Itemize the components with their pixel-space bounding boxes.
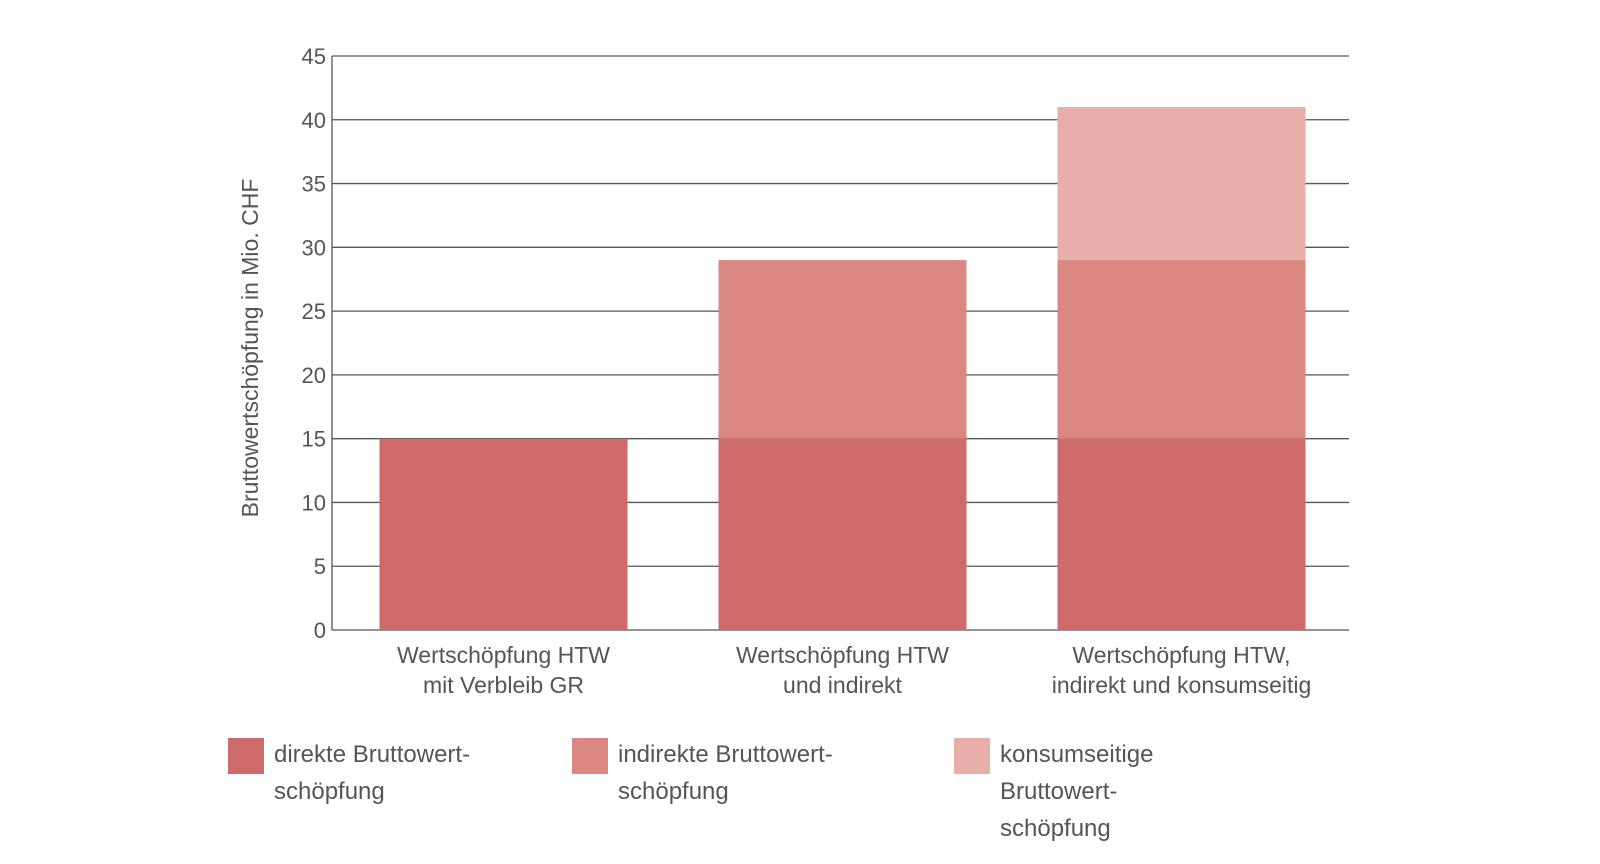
legend-label-line: schöpfung <box>274 778 385 805</box>
legend-item: indirekte Bruttowert-schöpfung <box>572 738 878 810</box>
legend-label-line: direkte Bruttowert- <box>274 741 471 768</box>
y-tick-label: 30 <box>302 235 326 260</box>
y-tick-label: 45 <box>302 44 326 69</box>
y-tick-label: 5 <box>314 554 326 579</box>
legend-swatch <box>572 738 608 774</box>
x-tick-label: Wertschöpfung HTW <box>736 642 949 668</box>
y-tick-label: 20 <box>302 363 326 388</box>
x-tick-label: mit Verbleib GR <box>423 672 584 698</box>
x-tick-label: und indirekt <box>783 672 903 698</box>
y-tick-label: 35 <box>302 172 326 197</box>
legend-label-line: schöpfung <box>618 778 729 805</box>
bar-segment-konsumseitige <box>1057 107 1306 261</box>
bar-segment-indirekte <box>718 260 967 439</box>
y-tick-label: 10 <box>302 490 326 515</box>
y-axis-label: Bruttowertschöpfung in Mio. CHF <box>237 179 263 518</box>
y-tick-label: 40 <box>302 108 326 133</box>
legend-label: konsumseitige Bruttowert-schöpfung <box>1000 736 1260 847</box>
bar-segment-indirekte <box>1057 260 1306 439</box>
legend-swatch <box>228 738 264 774</box>
legend-item: direkte Bruttowert-schöpfung <box>228 738 534 810</box>
legend-swatch <box>954 738 990 774</box>
y-tick-label: 0 <box>314 618 326 643</box>
legend-label-line: konsumseitige Bruttowert- <box>1000 741 1154 805</box>
legend-label: direkte Bruttowert-schöpfung <box>274 736 534 810</box>
bar-segment-direkte <box>379 438 628 630</box>
y-tick-label: 15 <box>302 427 326 452</box>
bar-segment-direkte <box>1057 438 1306 630</box>
legend-item: konsumseitige Bruttowert-schöpfung <box>954 738 1260 847</box>
x-tick-label: Wertschöpfung HTW <box>397 642 610 668</box>
x-tick-label: indirekt und konsumseitig <box>1052 672 1312 698</box>
y-tick-label: 25 <box>302 299 326 324</box>
x-tick-label: Wertschöpfung HTW, <box>1072 642 1290 668</box>
legend-label: indirekte Bruttowert-schöpfung <box>618 736 878 810</box>
bar-chart: 0 5 10 15 20 25 30 35 40 45 Bruttowertschöpfung in… <box>237 44 1349 698</box>
legend-label-line: schöpfung <box>1000 815 1111 842</box>
legend-label-line: indirekte Bruttowert- <box>618 741 833 768</box>
bar-segment-direkte <box>718 438 967 630</box>
